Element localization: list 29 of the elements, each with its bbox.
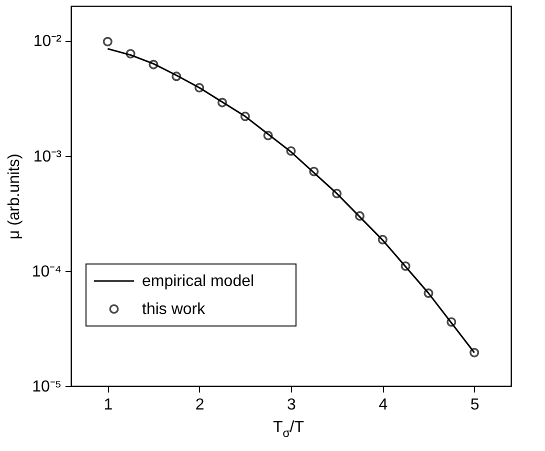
point (217, 98, 228, 108)
point (378, 234, 388, 244)
legend-label: this work (142, 301, 206, 318)
point (172, 72, 182, 82)
point (309, 166, 319, 176)
point (286, 146, 296, 156)
point (332, 188, 342, 198)
point (263, 130, 273, 140)
point (424, 288, 434, 298)
point (194, 82, 204, 92)
point (354, 211, 365, 221)
x-tick-label: 3 (287, 396, 296, 414)
x-tick-label: 2 (195, 396, 204, 414)
y-axis-title: μ (arb.units) (6, 154, 23, 240)
y-tick-label: 10⁻² (33, 33, 62, 50)
point (400, 261, 410, 271)
y-tick-label: 10⁻³ (33, 148, 62, 166)
point (126, 48, 136, 58)
y-tick-label: 10⁻⁵ (32, 378, 62, 396)
point (240, 112, 250, 122)
point (102, 36, 112, 46)
x-tick-label: 5 (470, 396, 480, 414)
point (470, 348, 480, 358)
x-tick-label: 1 (104, 396, 113, 414)
legend-label: empirical model (142, 273, 254, 290)
x-tick-label: 4 (378, 396, 388, 414)
point (446, 317, 456, 327)
y-tick-label: 10⁻⁴ (32, 263, 62, 280)
point (148, 60, 158, 70)
